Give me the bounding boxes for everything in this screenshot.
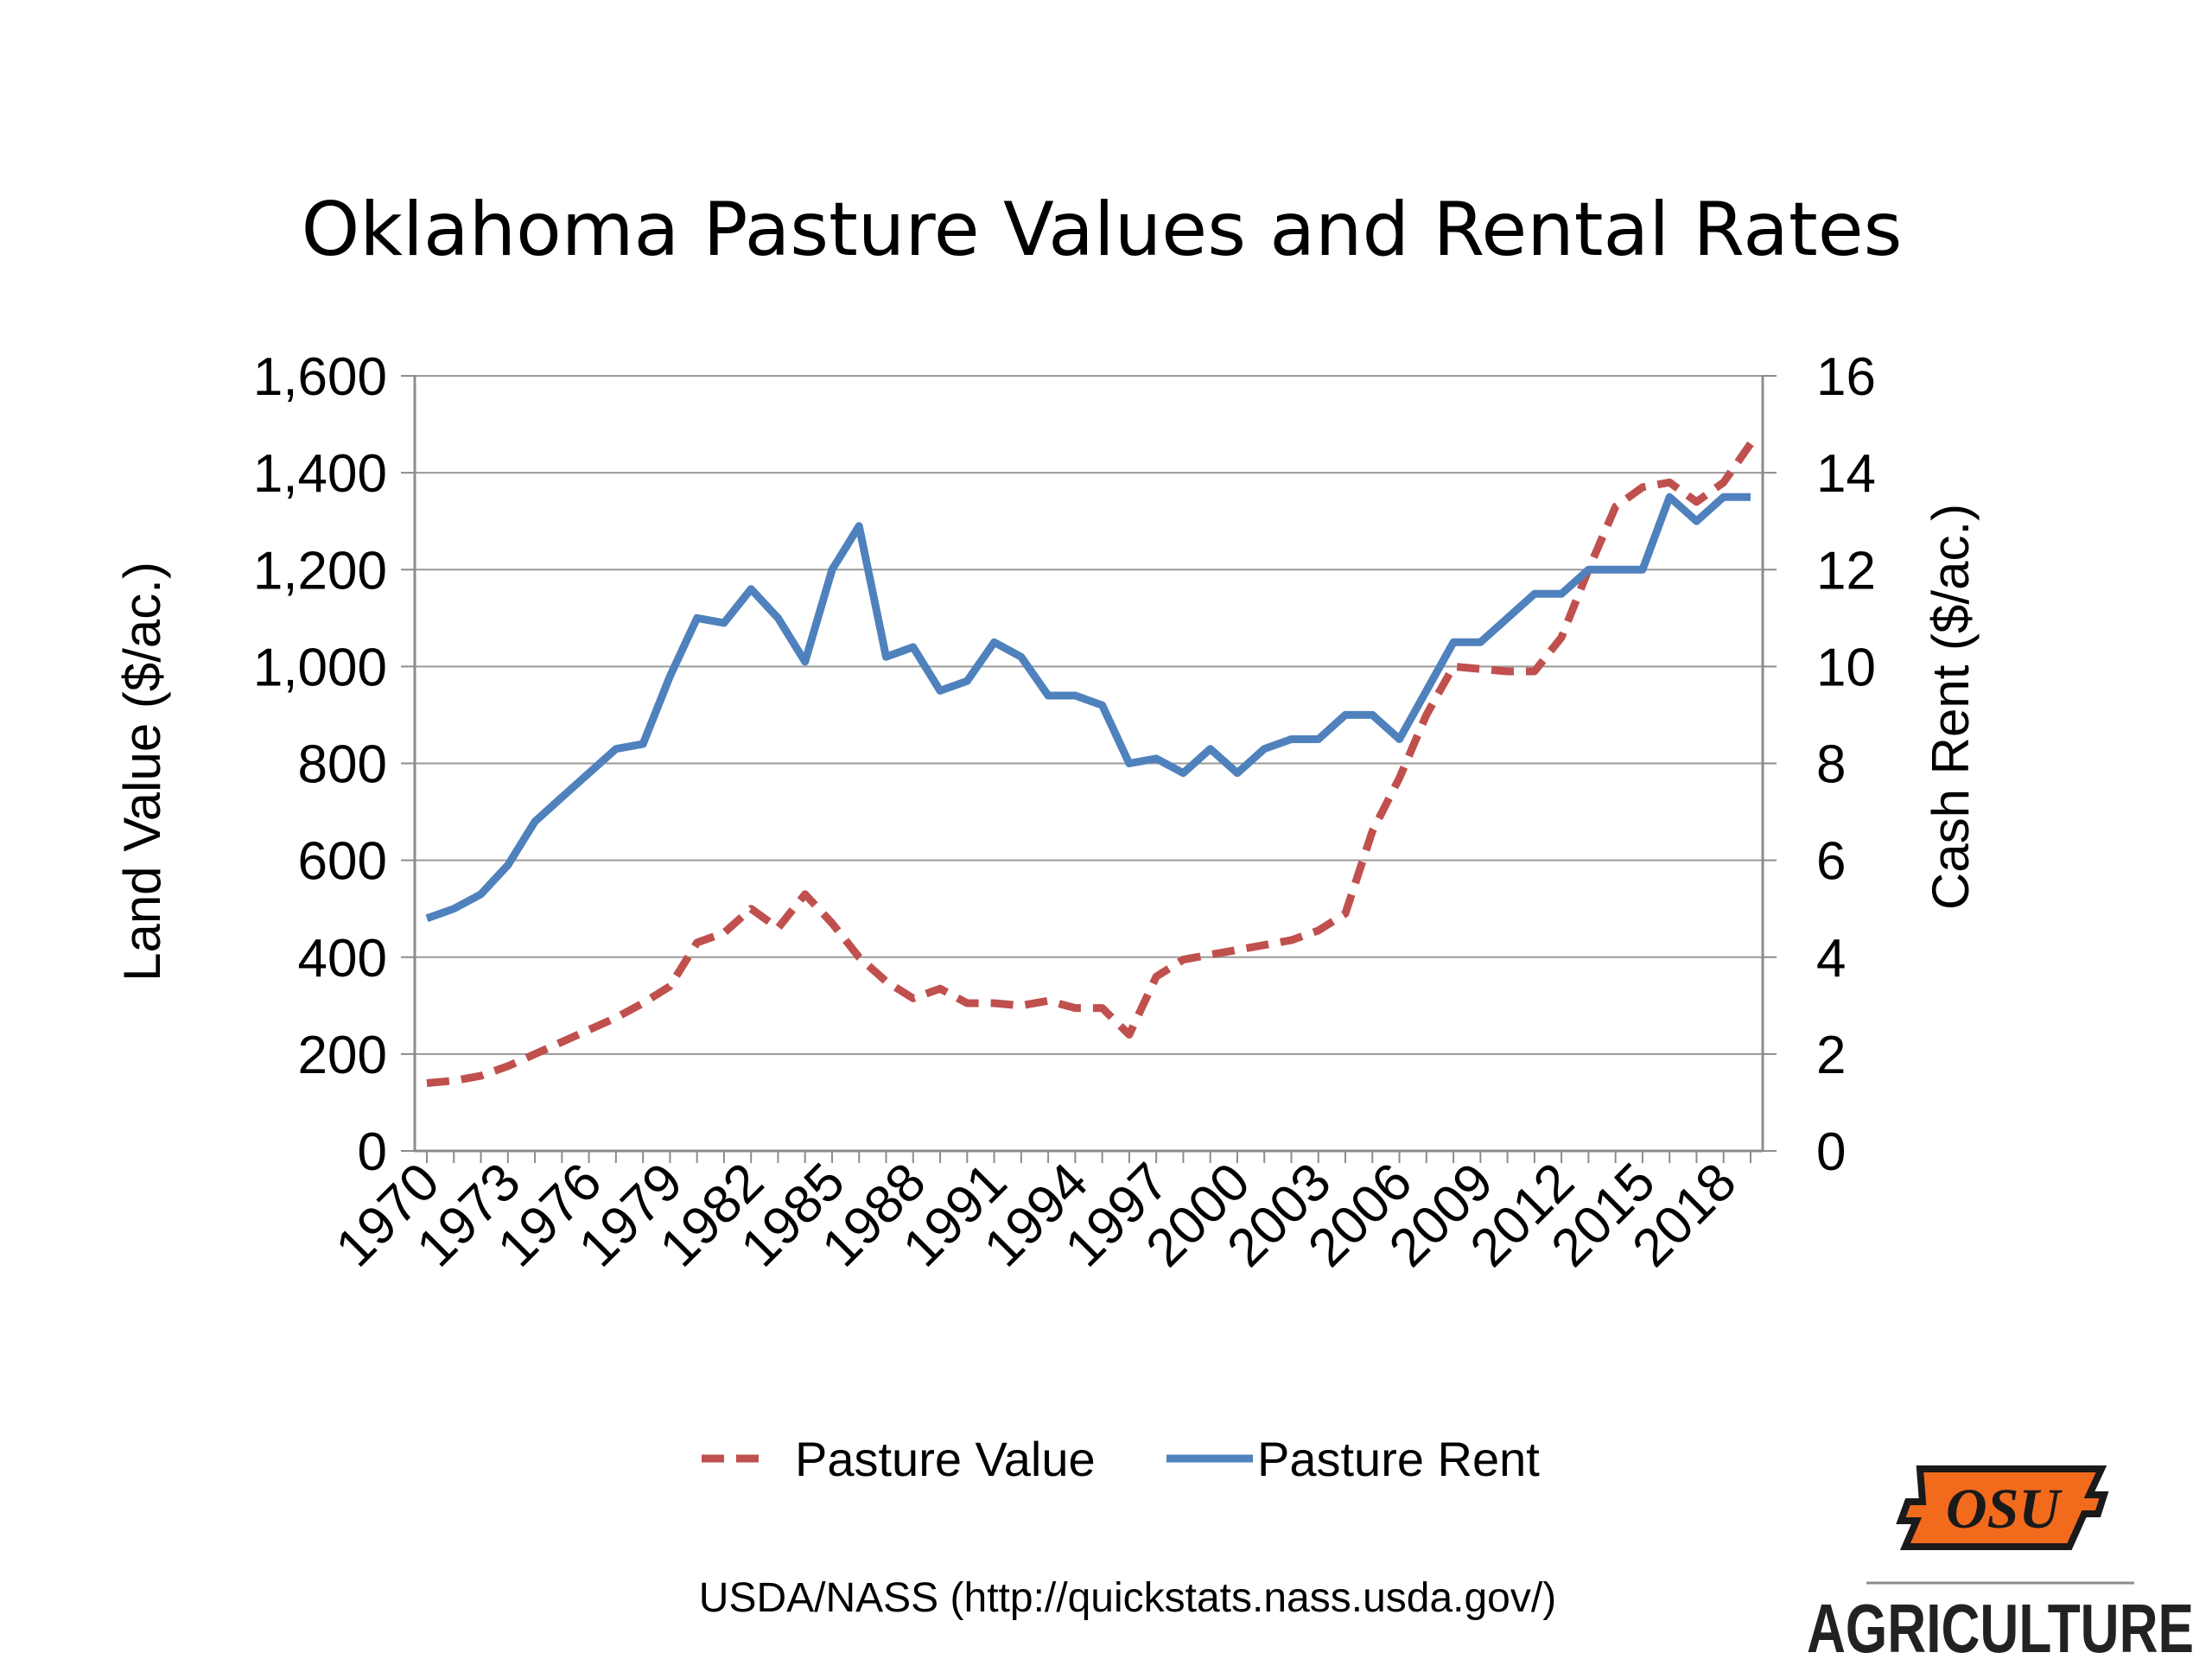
axes [401, 375, 1777, 1163]
source-note: USDA/NASS (http://quickstats.nass.usda.g… [699, 1575, 1556, 1621]
left-tick-label: 400 [298, 929, 387, 988]
legend-label-pasture-value: Pasture Value [795, 1432, 1096, 1486]
osu-brand-mark-icon [1896, 1465, 2109, 1550]
right-tick-label: 6 [1816, 832, 1846, 892]
right-axis-title: Cash Rent ($/ac.) [1922, 504, 1980, 910]
series-lines [425, 441, 1754, 1087]
right-tick-label: 14 [1816, 444, 1876, 504]
right-tick-label: 2 [1816, 1026, 1846, 1085]
grid-lines [415, 375, 1763, 1055]
left-tick-label: 800 [298, 735, 387, 795]
right-tick-label: 12 [1816, 541, 1876, 601]
left-tick-label: 1,000 [253, 638, 387, 697]
right-tick-label: 10 [1816, 638, 1876, 697]
right-tick-label: 8 [1816, 735, 1846, 795]
chart-title: Oklahoma Pasture Values and Rental Rates [302, 187, 1903, 273]
left-tick-label: 600 [298, 832, 387, 892]
legend-label-pasture-rent: Pasture Rent [1257, 1432, 1540, 1486]
left-tick-label: 1,400 [253, 444, 387, 504]
right-axis-ticks: 0 2 4 6 8 10 12 14 16 [1816, 347, 1876, 1182]
left-tick-label: 0 [358, 1122, 387, 1182]
right-tick-label: 0 [1816, 1122, 1846, 1182]
logo-wordmark: AGRICULTURE [1807, 1590, 2194, 1659]
legend: Pasture Value Pasture Rent [702, 1432, 1540, 1486]
right-tick-label: 16 [1816, 347, 1876, 407]
left-axis-ticks: 0 200 400 600 800 1,000 1,200 1,400 1,600 [253, 347, 387, 1182]
osu-logo: OSU AGRICULTURE [1807, 1465, 2194, 1659]
right-tick-label: 4 [1816, 929, 1846, 988]
series-line-pasture-value [426, 441, 1754, 1087]
left-tick-label: 1,600 [253, 347, 387, 407]
left-axis-title: Land Value ($/ac.) [113, 562, 171, 982]
x-axis-ticks: 1970197319761979198219851988199119941997… [325, 1152, 1748, 1278]
left-tick-label: 200 [298, 1026, 387, 1085]
series-line-pasture-rent [425, 493, 1751, 923]
left-tick-label: 1,200 [253, 541, 387, 601]
osu-brand-mark-letters: OSU [1946, 1478, 2063, 1541]
